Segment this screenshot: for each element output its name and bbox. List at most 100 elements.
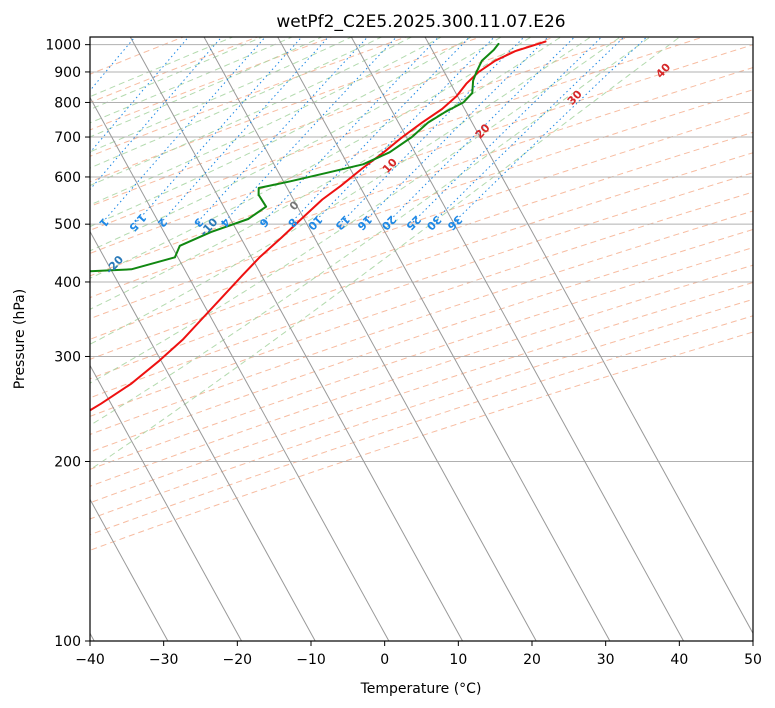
moist-adiabat-line [90, 37, 264, 111]
mixing-ratio-line [134, 37, 303, 225]
isotherm-label: 40 [653, 60, 673, 80]
moist-adiabat-line [90, 37, 562, 310]
mixing-ratio-line [195, 37, 369, 225]
moist-adiabat-line [90, 37, 353, 153]
y-tick-label: 300 [54, 349, 81, 365]
mixing-ratio-label: 6 [256, 215, 271, 230]
isotherm-gridline [90, 364, 242, 641]
x-tick-label: 40 [670, 652, 688, 668]
isotherm-gridline [90, 96, 390, 641]
dry-adiabat-line [90, 37, 185, 75]
y-tick-label: 600 [54, 170, 81, 186]
mixing-ratio-line [289, 37, 471, 225]
mixing-ratio-lines [0, 32, 648, 225]
y-tick-label: 500 [54, 217, 81, 233]
mixing-ratio-line [159, 37, 330, 225]
dry-adiabat-line [90, 110, 753, 340]
x-tick-label: −20 [223, 652, 253, 668]
y-axis-title: Pressure (hPa) [12, 289, 28, 389]
mixing-ratio-line [410, 37, 603, 225]
moist-adiabat-line [90, 37, 473, 228]
y-tick-label: 700 [54, 130, 81, 146]
moist-adiabat-line [90, 37, 413, 187]
isotherm-gridline [203, 37, 537, 641]
moist-adiabat-line [90, 37, 503, 252]
dry-adiabats [90, 37, 753, 551]
isotherm-gridline [129, 37, 463, 641]
dry-adiabat-line [90, 44, 753, 277]
dry-adiabat-line [90, 228, 753, 453]
x-tick-label: 10 [449, 652, 467, 668]
isotherm-gridline [277, 37, 611, 641]
moist-adiabat-line [90, 37, 651, 426]
y-tick-label: 800 [54, 95, 81, 111]
dry-adiabat-line [90, 315, 753, 536]
y-tick-label: 900 [54, 65, 81, 81]
isobar-gridlines [90, 44, 753, 641]
x-tick-label: −30 [149, 652, 179, 668]
x-tick-label: 50 [744, 652, 762, 668]
plot-frame [89, 36, 754, 642]
mixing-ratio-line [0, 32, 89, 224]
mixing-ratio-label: 36 [444, 213, 464, 233]
profile-series [90, 40, 547, 412]
dewpoint-profile-line [90, 42, 500, 273]
y-tick-label: 100 [54, 634, 81, 650]
moist-adiabat-line [90, 37, 532, 279]
moist-adiabat-line [90, 37, 234, 98]
inline-labels: 0.10.20.40.611.52346810131620253036-100-… [21, 60, 673, 277]
mixing-ratio-label: 30 [424, 213, 444, 233]
x-axis-title: Temperature (°C) [360, 681, 482, 697]
mixing-ratio-line [90, 37, 136, 92]
dry-adiabat-line [90, 172, 753, 399]
mixing-ratio-label: 20 [378, 213, 398, 233]
dry-adiabat-line [90, 37, 482, 183]
plot-area: 0.10.20.40.611.52346810131620253036-100-… [0, 32, 753, 641]
mixing-ratio-label: 1 [96, 215, 111, 229]
isotherm-gridline [424, 37, 753, 635]
moist-adiabat-line [90, 37, 681, 471]
x-tick-label: 20 [523, 652, 541, 668]
dry-adiabat-line [90, 67, 753, 299]
mixing-ratio-line [431, 37, 625, 225]
mixing-ratio-line [222, 37, 398, 225]
moist-adiabat-line [90, 37, 323, 138]
mixing-ratio-label: 1.5 [126, 211, 149, 234]
mixing-ratio-label: 8 [285, 215, 300, 229]
mixing-ratio-line [312, 37, 496, 225]
dry-adiabat-line [90, 264, 753, 487]
dry-adiabat-line [90, 37, 705, 254]
moist-adiabat-line [90, 37, 383, 169]
mixing-ratio-line [90, 37, 223, 191]
isotherm-gridlines [90, 37, 753, 641]
moist-adiabat-line [90, 37, 622, 384]
temperature-profile-line [90, 40, 547, 412]
isotherm-gridline [90, 498, 169, 641]
x-tick-label: −40 [75, 652, 105, 668]
isotherm-gridline [90, 230, 316, 641]
y-tick-label: 200 [54, 454, 81, 470]
x-tick-label: 30 [597, 652, 615, 668]
mixing-ratio-label: 13 [332, 213, 352, 233]
dry-adiabat-line [90, 37, 259, 104]
dry-adiabat-line [90, 37, 631, 231]
x-axis-ticks: −40 −30 −20 −10 0 10 20 30 40 50 [75, 641, 762, 668]
moist-adiabat-line [90, 37, 592, 345]
dry-adiabat-line [90, 152, 753, 380]
mixing-ratio-label: 10 [305, 213, 325, 233]
mixing-ratio-line [260, 37, 440, 225]
y-tick-label: 400 [54, 275, 81, 291]
moist-adiabat-line [90, 37, 443, 206]
moist-adiabats [90, 37, 681, 471]
dry-adiabat-line [90, 37, 408, 157]
isotherm-label: -20 [103, 253, 126, 277]
dry-adiabat-line [90, 298, 753, 520]
mixing-ratio-line [90, 37, 190, 154]
mixing-ratio-label: 0.4 [21, 211, 44, 235]
dry-adiabat-line [90, 210, 753, 435]
isotherm-gridline [350, 37, 684, 641]
dry-adiabat-line [90, 37, 334, 131]
dry-adiabat-line [90, 131, 753, 360]
chart-title: wetPf2_C2E5.2025.300.11.07.E26 [276, 12, 565, 32]
